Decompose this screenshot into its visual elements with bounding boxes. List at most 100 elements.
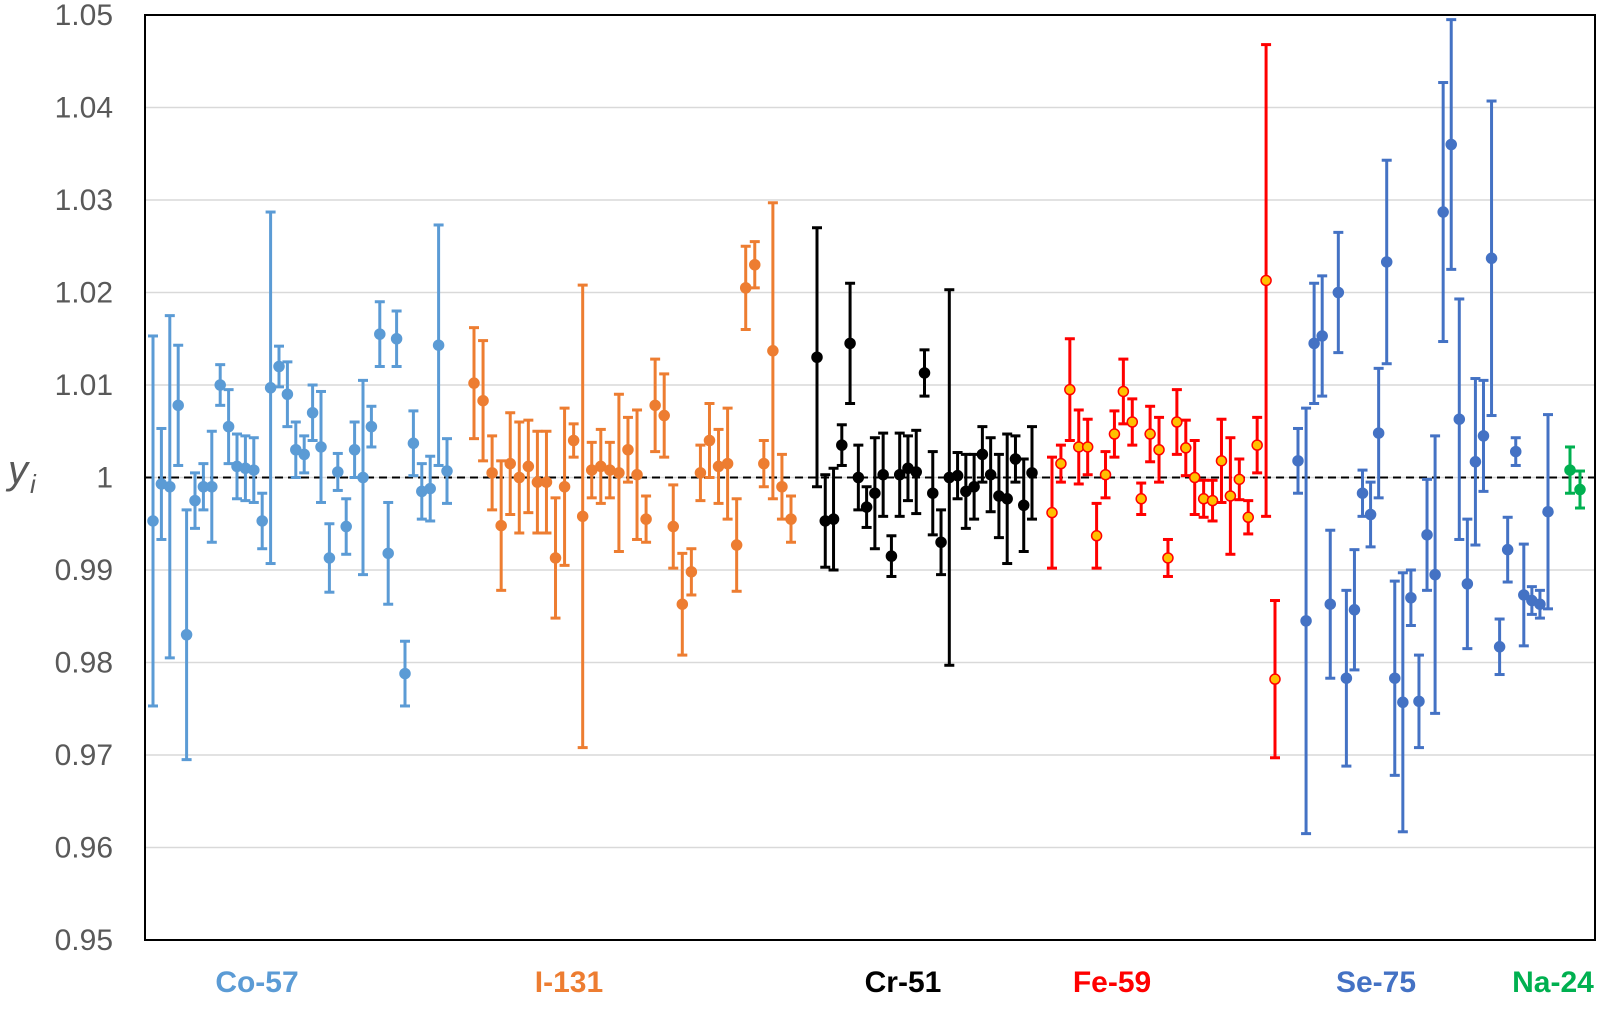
data-point — [164, 314, 176, 660]
data-point — [147, 334, 159, 708]
point-marker — [1135, 493, 1147, 505]
point-marker — [1380, 256, 1393, 268]
point-marker — [827, 513, 840, 525]
data-point — [819, 473, 832, 569]
point-marker — [1224, 490, 1237, 502]
data-point — [172, 343, 184, 467]
data-point — [649, 357, 661, 454]
data-point — [189, 471, 201, 530]
data-point — [357, 378, 369, 577]
data-point — [549, 496, 562, 620]
data-point — [1162, 537, 1174, 578]
point-marker — [1356, 487, 1369, 499]
data-point — [827, 466, 840, 572]
series-i-131 — [468, 201, 797, 750]
data-point — [273, 344, 285, 389]
point-marker — [1260, 274, 1272, 287]
data-point — [613, 392, 625, 553]
point-marker — [1340, 672, 1353, 684]
point-marker — [676, 598, 689, 610]
data-point — [1324, 528, 1337, 680]
data-point — [407, 409, 420, 478]
point-marker — [576, 510, 589, 523]
data-point — [531, 429, 544, 535]
y-tick-label: 1 — [96, 462, 113, 495]
point-marker — [1126, 416, 1139, 428]
point-marker — [667, 520, 680, 533]
point-marker — [365, 420, 378, 433]
point-marker — [767, 345, 779, 357]
point-marker — [382, 547, 394, 560]
data-point — [1188, 439, 1201, 516]
data-point — [1501, 515, 1514, 584]
point-marker — [281, 388, 294, 400]
y-tick-label: 0.96 — [55, 832, 113, 865]
point-marker — [1445, 138, 1457, 151]
data-point — [323, 522, 336, 594]
point-marker — [340, 520, 352, 533]
y-tick-label: 1.03 — [55, 184, 113, 217]
data-point — [1429, 434, 1441, 715]
point-marker — [1501, 543, 1514, 556]
point-marker — [1090, 530, 1103, 542]
data-point — [432, 223, 445, 467]
data-point — [1364, 480, 1377, 549]
data-point — [622, 415, 634, 484]
data-point — [844, 281, 856, 405]
point-marker — [1437, 206, 1449, 218]
group-label-fe-59: Fe-59 — [1073, 966, 1151, 999]
point-marker — [407, 437, 420, 450]
data-point — [893, 431, 906, 518]
point-marker — [1144, 428, 1156, 440]
data-point — [1064, 337, 1076, 442]
point-marker — [374, 328, 386, 340]
point-marker — [844, 337, 856, 350]
data-point — [1509, 436, 1522, 467]
point-marker — [1269, 673, 1281, 685]
point-marker — [640, 513, 652, 525]
data-point — [1477, 378, 1490, 493]
point-marker — [1485, 252, 1498, 265]
point-marker — [1332, 286, 1345, 299]
data-point — [1348, 548, 1361, 672]
data-point — [1534, 588, 1546, 620]
point-marker — [298, 448, 310, 461]
y-tick-label: 1.02 — [55, 277, 113, 310]
data-point — [1269, 599, 1281, 760]
data-point — [248, 436, 260, 504]
point-marker — [1372, 427, 1385, 439]
point-marker — [1405, 592, 1417, 604]
point-marker — [1389, 672, 1401, 684]
data-point — [522, 418, 535, 515]
data-point — [1073, 408, 1085, 486]
point-marker — [893, 468, 906, 481]
data-point — [1542, 413, 1554, 611]
data-point — [504, 411, 516, 516]
point-marker — [1324, 598, 1337, 610]
data-point — [1233, 457, 1246, 502]
data-point — [943, 288, 956, 667]
data-point — [1180, 418, 1192, 478]
point-marker — [540, 476, 553, 488]
data-point — [1117, 357, 1130, 426]
point-marker — [399, 667, 411, 680]
data-point — [1469, 377, 1482, 547]
data-point — [1518, 542, 1530, 648]
point-marker — [323, 552, 336, 564]
data-point — [836, 423, 848, 467]
data-point — [877, 431, 889, 518]
data-point — [640, 494, 652, 544]
data-point — [1300, 406, 1312, 836]
point-marker — [522, 460, 535, 473]
data-point — [1413, 653, 1425, 750]
series-cr-51 — [811, 226, 1038, 667]
data-point — [513, 420, 526, 535]
point-marker — [1292, 455, 1304, 467]
point-marker — [222, 420, 235, 433]
data-point — [256, 491, 268, 551]
point-marker — [1509, 445, 1522, 458]
data-point — [197, 462, 210, 512]
data-point — [852, 443, 865, 512]
point-marker — [1001, 493, 1013, 505]
